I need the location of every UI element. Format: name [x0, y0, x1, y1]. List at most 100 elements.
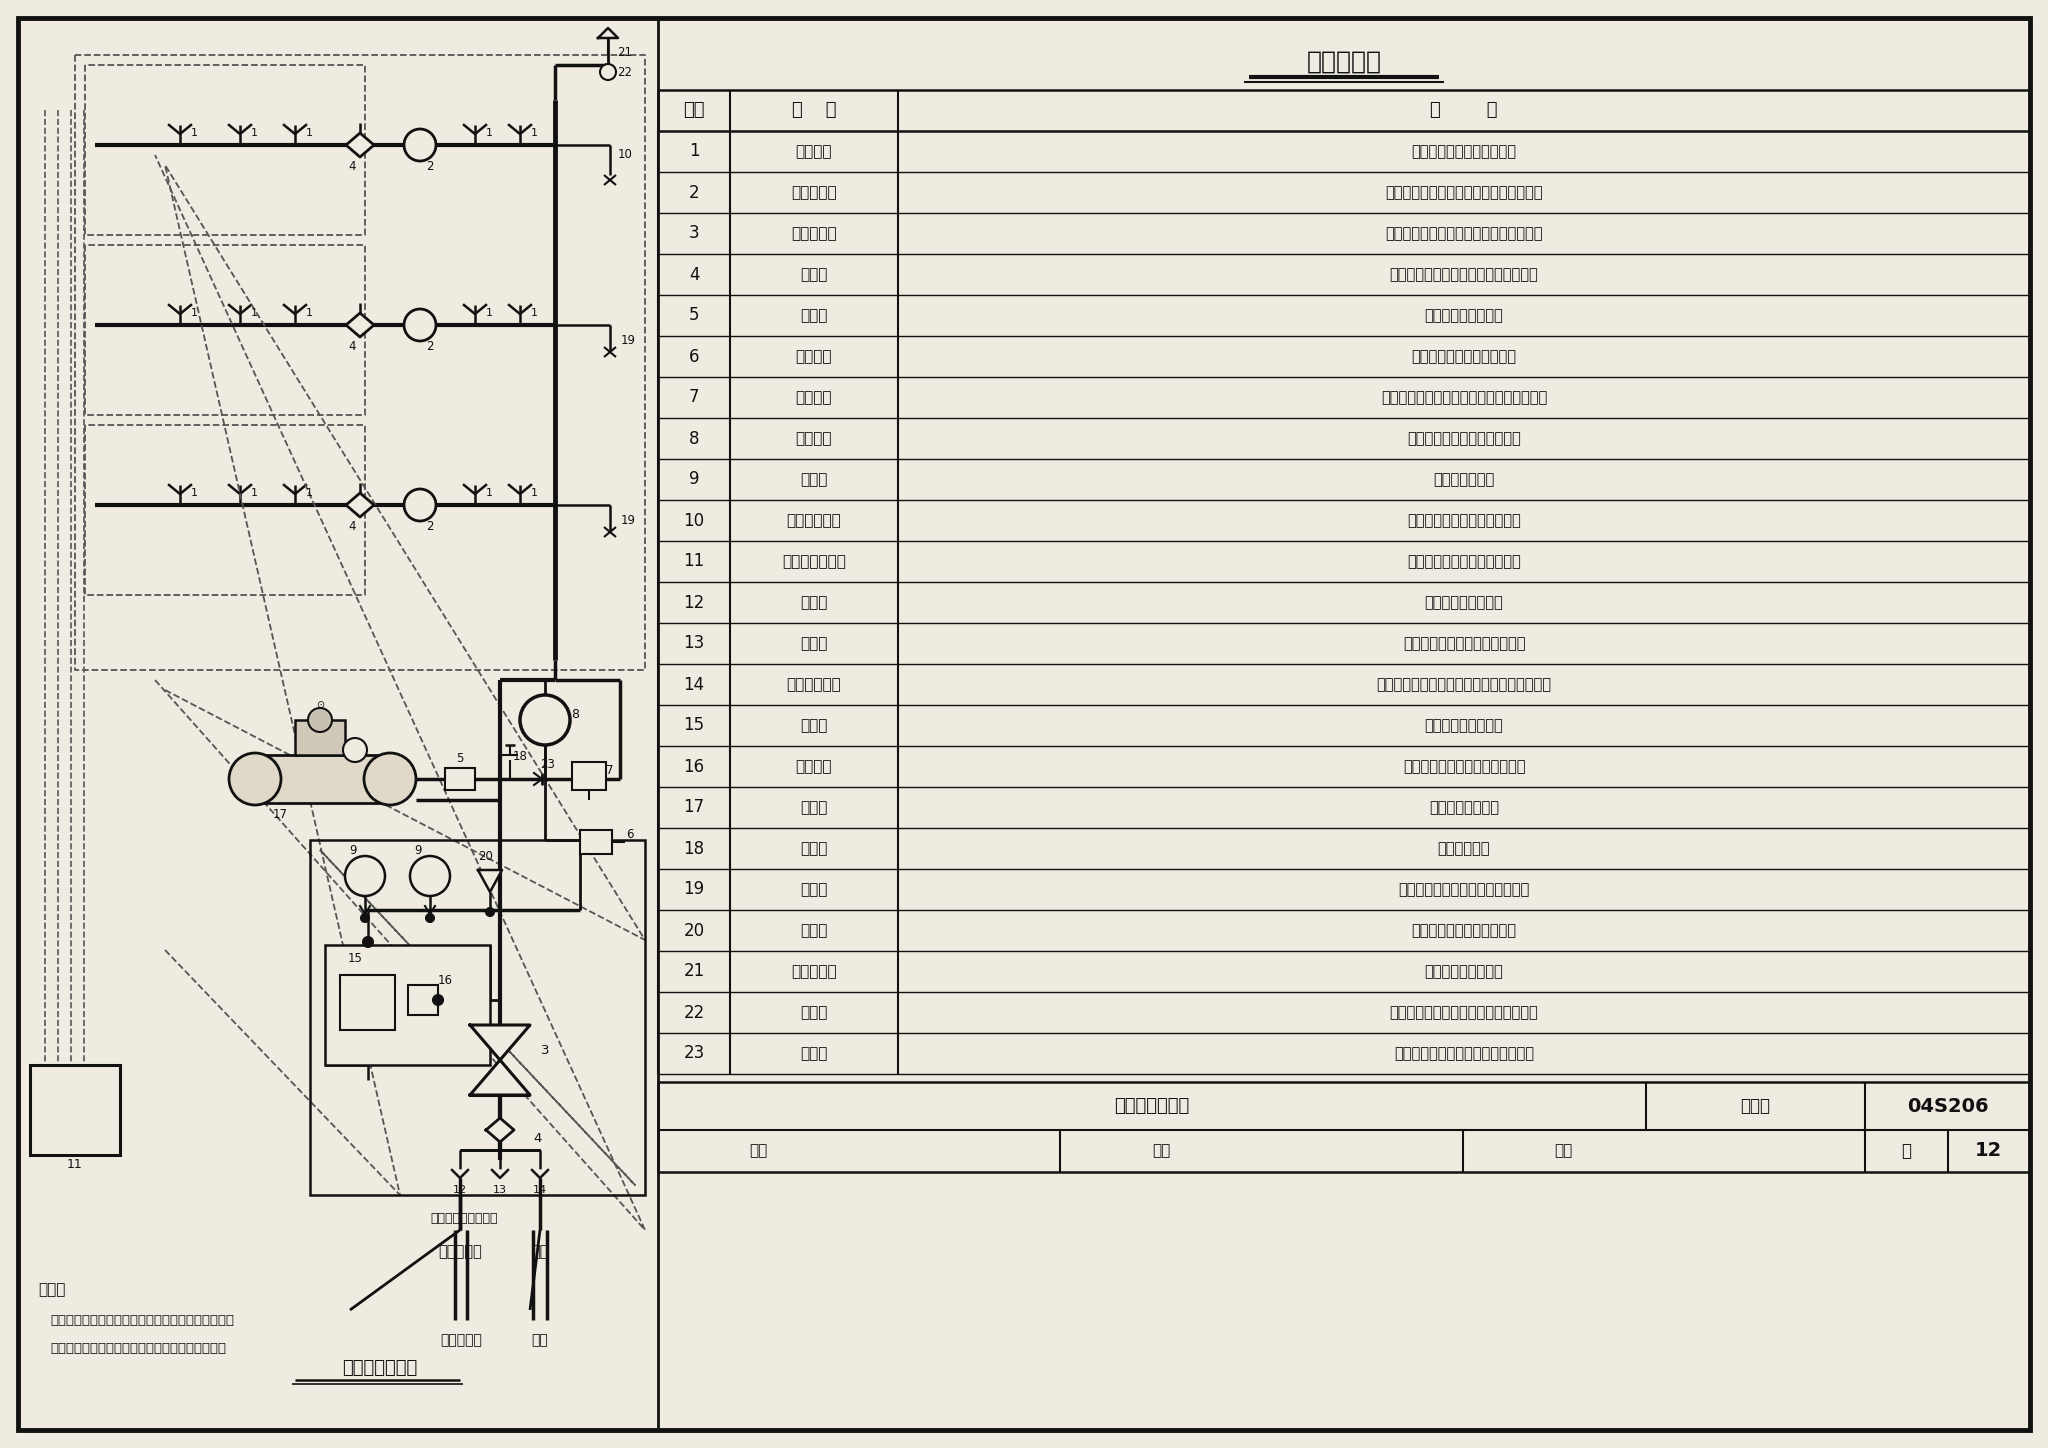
Text: 1: 1 [250, 127, 258, 138]
Text: 干式系统示意图: 干式系统示意图 [1114, 1098, 1190, 1115]
Polygon shape [426, 906, 434, 914]
Text: 止回阀: 止回阀 [801, 1045, 827, 1061]
Text: 3: 3 [541, 1044, 549, 1057]
Text: 自动滴水球阀: 自动滴水球阀 [786, 678, 842, 692]
Text: 水力警铃: 水力警铃 [797, 432, 831, 446]
Text: ○: ○ [604, 68, 612, 77]
Text: 过滤器: 过滤器 [801, 308, 827, 323]
Text: 9: 9 [414, 844, 422, 857]
Circle shape [342, 738, 367, 762]
Text: 16: 16 [438, 973, 453, 986]
Text: 防止报警阀开启时水进入加速器: 防止报警阀开启时水进入加速器 [1403, 759, 1526, 775]
Text: 23: 23 [684, 1044, 705, 1063]
Circle shape [403, 308, 436, 340]
Text: 系统检修时排空放水: 系统检修时排空放水 [1425, 595, 1503, 610]
Text: 14: 14 [684, 676, 705, 694]
Text: 过滤水或气中的杂质: 过滤水或气中的杂质 [1425, 308, 1503, 323]
Text: 4: 4 [535, 1131, 543, 1144]
Text: 与此有所不同，但应满足报警阀的基本功能要求。: 与此有所不同，但应满足报警阀的基本功能要求。 [49, 1341, 225, 1354]
Circle shape [229, 753, 281, 805]
Polygon shape [492, 1170, 508, 1179]
Text: 5: 5 [457, 752, 463, 765]
Text: 13: 13 [494, 1184, 508, 1195]
Text: 6: 6 [688, 348, 698, 365]
Text: 报警阀开启时，发出电信号: 报警阀开启时，发出电信号 [1411, 349, 1516, 363]
Text: 空压机: 空压机 [801, 799, 827, 815]
Text: 1: 1 [190, 308, 197, 319]
Bar [256, 754, 389, 804]
Text: 17: 17 [684, 798, 705, 817]
Text: 系统控制阀，开启时可输出报警水流信号: 系统控制阀，开启时可输出报警水流信号 [1384, 226, 1542, 240]
Text: 1: 1 [485, 488, 492, 498]
Bar [309, 840, 645, 1195]
Circle shape [362, 937, 373, 947]
Text: 火灾发生时，开启出水灭火: 火灾发生时，开启出水灭火 [1411, 143, 1516, 159]
Text: 1: 1 [530, 127, 537, 138]
Polygon shape [346, 133, 375, 156]
Text: 13: 13 [684, 634, 705, 653]
Text: 向报警阀内注水以密封阀瓣: 向报警阀内注水以密封阀瓣 [1411, 922, 1516, 938]
Text: 11: 11 [684, 553, 705, 571]
Text: 10: 10 [618, 149, 633, 162]
Text: 防止系统超压: 防止系统超压 [1438, 841, 1491, 856]
Text: 试水阀: 试水阀 [801, 882, 827, 896]
Text: 14: 14 [532, 1184, 547, 1195]
Text: 20: 20 [479, 850, 494, 863]
Text: 4: 4 [688, 265, 698, 284]
Text: 压力开关: 压力开关 [797, 349, 831, 363]
Text: 12: 12 [453, 1184, 467, 1195]
Text: 供给系统压缩空气: 供给系统压缩空气 [1430, 799, 1499, 815]
Text: 页: 页 [1901, 1142, 1911, 1160]
Text: 分区放水试验及试验系统联动功能: 分区放水试验及试验系统联动功能 [1399, 882, 1530, 896]
Polygon shape [453, 1170, 469, 1179]
Text: 21: 21 [684, 963, 705, 980]
Text: 15: 15 [348, 951, 362, 964]
Text: 显示水压或气压: 显示水压或气压 [1434, 472, 1495, 487]
Text: 压力表: 压力表 [801, 472, 827, 487]
Polygon shape [485, 1118, 514, 1142]
Circle shape [426, 914, 434, 922]
Text: 主要部件表: 主要部件表 [1307, 51, 1382, 74]
Polygon shape [477, 870, 502, 892]
Circle shape [410, 856, 451, 896]
Text: 水流指示器: 水流指示器 [791, 185, 838, 200]
Text: 加速开启干式报警阀: 加速开启干式报警阀 [1425, 718, 1503, 733]
Text: P: P [584, 769, 594, 783]
Text: 报警阀开启时，发出音响信号: 报警阀开启时，发出音响信号 [1407, 432, 1522, 446]
Text: 21: 21 [618, 45, 633, 58]
Bar [657, 1082, 2030, 1171]
Text: 上限控制系统补气，下限控制系统排气进水: 上限控制系统补气，下限控制系统排气进水 [1380, 390, 1546, 405]
Text: 22: 22 [618, 65, 633, 78]
Text: ◎: ◎ [350, 746, 360, 754]
Text: P: P [541, 712, 551, 727]
Text: 本图为干式报警阀组的标准配置，各厂家的产品可能: 本图为干式报警阀组的标准配置，各厂家的产品可能 [49, 1313, 233, 1326]
Text: 电动阀: 电动阀 [801, 1005, 827, 1019]
Text: 闭式喷头: 闭式喷头 [797, 143, 831, 159]
Text: 16: 16 [684, 757, 705, 776]
Bar [580, 830, 612, 854]
Text: 安全阀: 安全阀 [801, 841, 827, 856]
Text: 校对: 校对 [1151, 1144, 1169, 1158]
Text: 1: 1 [305, 127, 313, 138]
Text: 18: 18 [684, 840, 705, 857]
Text: 快速排气阀: 快速排气阀 [791, 964, 838, 979]
Text: 平时关闭，报警阀开后，开启控制排气: 平时关闭，报警阀开后，开启控制排气 [1391, 1005, 1538, 1019]
Text: 18: 18 [512, 750, 528, 763]
Text: 压力开关: 压力开关 [797, 390, 831, 405]
Text: 排水: 排水 [530, 1244, 549, 1260]
Text: L: L [416, 138, 424, 152]
Text: 2: 2 [426, 520, 434, 533]
Text: 图集号: 图集号 [1741, 1098, 1772, 1115]
Text: 信号阀: 信号阀 [801, 266, 827, 282]
Text: 1: 1 [250, 308, 258, 319]
Text: 7: 7 [606, 763, 614, 776]
Text: 设计: 设计 [1554, 1144, 1573, 1158]
Text: 抗洪装置: 抗洪装置 [797, 759, 831, 775]
Text: 报警阀开后系统排气: 报警阀开后系统排气 [1425, 964, 1503, 979]
Circle shape [600, 64, 616, 80]
Bar [326, 946, 489, 1064]
Text: 12: 12 [1974, 1141, 2003, 1160]
Text: 用        途: 用 途 [1430, 101, 1497, 120]
Text: 注水口: 注水口 [801, 922, 827, 938]
Bar [571, 762, 606, 791]
